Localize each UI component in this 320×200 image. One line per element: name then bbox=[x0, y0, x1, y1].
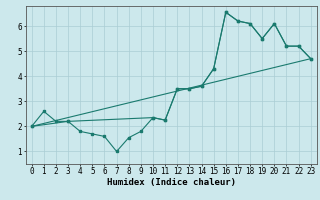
X-axis label: Humidex (Indice chaleur): Humidex (Indice chaleur) bbox=[107, 178, 236, 187]
